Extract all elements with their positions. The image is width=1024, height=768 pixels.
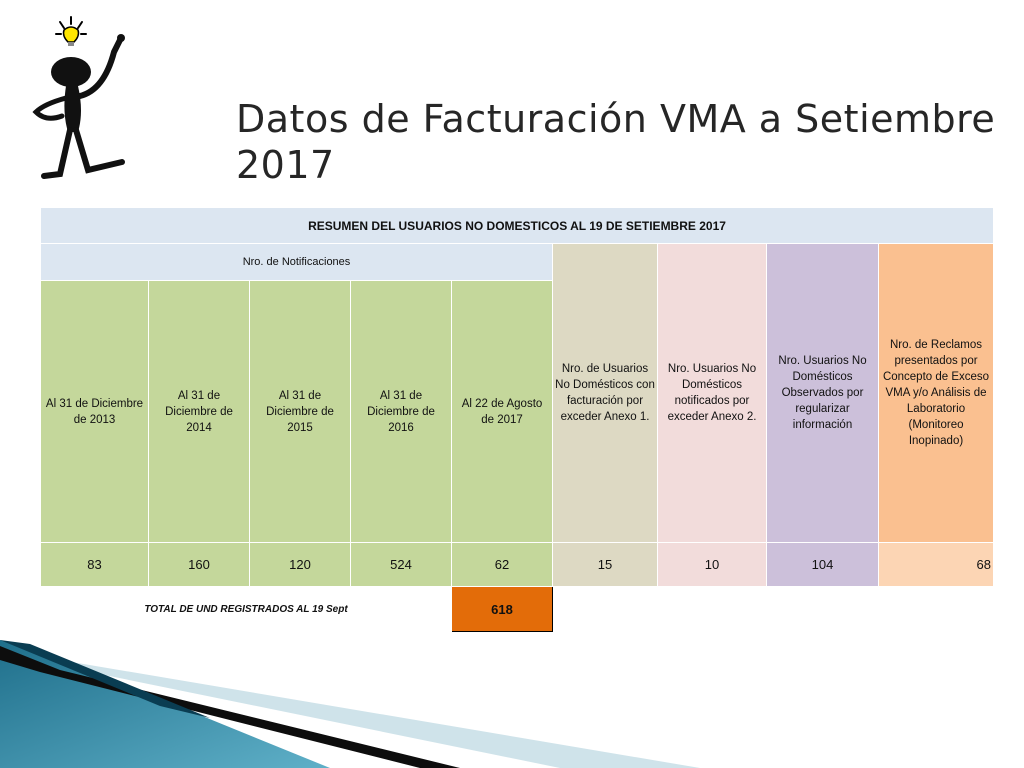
value-observados: 104 [766, 542, 879, 587]
column-header-2013: Al 31 de Diciembre de 2013 [40, 280, 149, 543]
column-header-2014: Al 31 de Diciembre de 2014 [148, 280, 250, 543]
value-2014: 160 [148, 542, 250, 587]
slide-title: Datos de Facturación VMA a Setiembre 201… [236, 97, 996, 187]
total-value: 618 [451, 586, 553, 632]
value-anexo1: 15 [552, 542, 658, 587]
table-heading: RESUMEN DEL USUARIOS NO DOMESTICOS AL 19… [39, 207, 995, 244]
column-header-2015: Al 31 de Diciembre de 2015 [249, 280, 351, 543]
value-reclamos: 68 [877, 542, 995, 587]
value-2013: 83 [40, 542, 149, 587]
column-header-reclamos: Nro. de Reclamos presentados por Concept… [877, 243, 995, 543]
value-2015: 120 [249, 542, 351, 587]
value-2016: 524 [350, 542, 452, 587]
column-header-anexo1: Nro. de Usuarios No Domésticos con factu… [552, 243, 658, 543]
notifications-header: Nro. de Notificaciones [40, 243, 553, 281]
column-header-2017: Al 22 de Agosto de 2017 [451, 280, 553, 543]
thinking-figure-lightbulb-icon [32, 16, 125, 179]
column-header-observados: Nro. Usuarios No Domésticos Observados p… [766, 243, 879, 543]
column-header-2016: Al 31 de Diciembre de 2016 [350, 280, 452, 543]
blank-cell [551, 586, 995, 632]
column-header-anexo2: Nro. Usuarios No Domésticos notificados … [657, 243, 767, 543]
value-2017: 62 [451, 542, 553, 587]
value-anexo2: 10 [657, 542, 767, 587]
total-label: TOTAL DE UND REGISTRADOS AL 19 Sept [40, 586, 452, 632]
decorative-swoosh [0, 640, 700, 768]
summary-table: RESUMEN DEL USUARIOS NO DOMESTICOS AL 19… [39, 207, 995, 632]
table-row: 83 160 120 524 62 15 10 104 68 [40, 542, 995, 587]
total-row: TOTAL DE UND REGISTRADOS AL 19 Sept 618 [40, 586, 995, 632]
